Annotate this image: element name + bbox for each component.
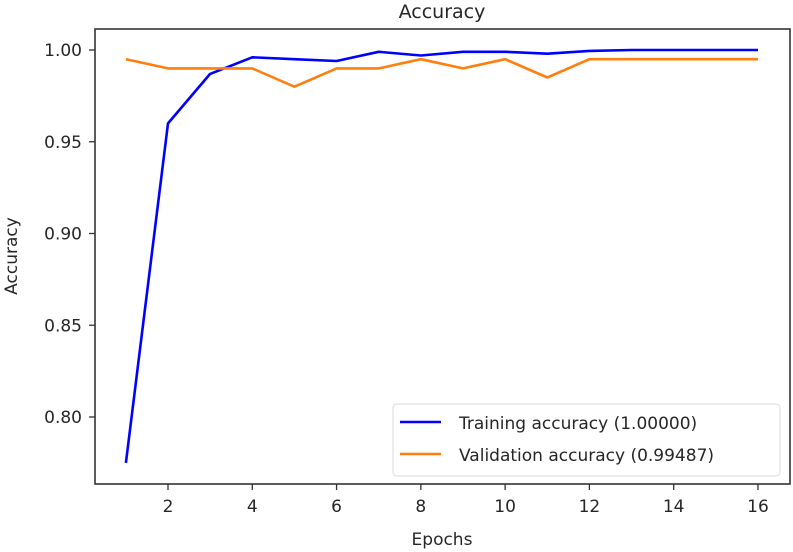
y-tick-label: 0.80 [44,408,82,428]
legend-label-validation: Validation accuracy (0.99487) [459,446,714,466]
legend-label-training: Training accuracy (1.00000) [458,414,697,434]
y-tick-label: 0.85 [44,316,82,336]
axes-frame [94,28,791,485]
chart-title: Accuracy [399,1,486,23]
x-axis-label: Epochs [412,530,473,550]
x-tick-label: 14 [663,497,685,517]
x-tick-label: 6 [331,497,342,517]
x-tick-label: 12 [579,497,601,517]
x-tick-label: 16 [747,497,769,517]
y-axis-label: Accuracy [2,217,22,295]
plot-lines [124,48,758,464]
x-tick-label: 2 [163,497,174,517]
x-tick-label: 4 [247,497,258,517]
y-tick-label: 1.00 [44,41,82,61]
series-line-training [124,48,758,464]
legend: Training accuracy (1.00000) Validation a… [392,403,781,477]
y-tick-label: 0.95 [44,133,82,153]
y-axis-ticks: 0.80 0.85 0.90 0.95 1.00 [44,41,95,428]
x-axis-ticks: 2 4 6 8 10 12 14 16 [163,484,769,517]
x-tick-label: 10 [494,497,516,517]
x-tick-label: 8 [415,497,426,517]
y-tick-label: 0.90 [44,225,82,245]
series-line-validation [125,57,758,88]
legend-box [392,403,781,477]
